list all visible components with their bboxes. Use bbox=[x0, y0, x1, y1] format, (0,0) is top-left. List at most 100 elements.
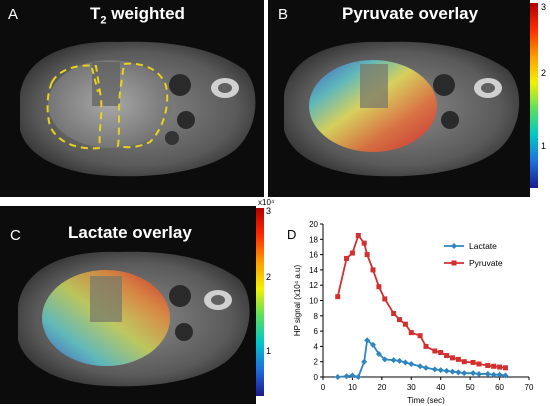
x-tick-label-10: 10 bbox=[348, 383, 357, 392]
x-axis-label: Time (sec) bbox=[407, 396, 445, 404]
lactate-point bbox=[334, 374, 341, 380]
pyruvate-point bbox=[361, 240, 367, 246]
lactate-point bbox=[502, 372, 509, 379]
lactate-point bbox=[475, 370, 482, 377]
y-tick-label-4: 4 bbox=[314, 342, 319, 351]
lactate-point bbox=[349, 372, 356, 379]
pyruvate-point bbox=[344, 255, 350, 261]
lactate-point bbox=[370, 341, 377, 348]
panel-c-lactate-overlay: C Lactate overlay bbox=[0, 206, 256, 404]
lactate-point bbox=[396, 357, 403, 364]
mri-image-lactate bbox=[0, 206, 256, 404]
lactate-point bbox=[390, 357, 397, 364]
panel-letter-c: C bbox=[10, 227, 21, 244]
colorbar-c-tick-3: 3 bbox=[266, 206, 272, 216]
x-tick-label-0: 0 bbox=[321, 383, 326, 392]
pyruvate-point bbox=[432, 348, 438, 354]
pyruvate-point bbox=[349, 250, 355, 256]
panel-b-title: Pyruvate overlay bbox=[342, 4, 479, 23]
colorbar-b bbox=[530, 3, 538, 188]
lactate-point bbox=[355, 374, 362, 380]
lactate-point bbox=[461, 370, 468, 377]
lactate-point bbox=[437, 367, 444, 374]
y-tick-label-18: 18 bbox=[309, 235, 318, 244]
lactate-point bbox=[443, 367, 450, 374]
panel-letter-b: B bbox=[278, 6, 289, 23]
y-tick-label-6: 6 bbox=[314, 327, 319, 336]
y-tick-label-14: 14 bbox=[309, 266, 318, 275]
pyruvate-point bbox=[423, 343, 429, 349]
colorbar-b-tick-3: 3 bbox=[541, 2, 547, 12]
y-tick-label-8: 8 bbox=[314, 312, 319, 321]
pyruvate-point bbox=[402, 321, 408, 327]
lactate-point bbox=[361, 358, 368, 365]
pyruvate-series-line bbox=[336, 233, 506, 369]
pyruvate-point bbox=[455, 356, 461, 362]
panel-a-t2-weighted: A T2 weighted bbox=[0, 0, 264, 197]
pyruvate-point bbox=[364, 252, 370, 258]
panel-a-title-main: T bbox=[90, 4, 101, 23]
lactate-point bbox=[490, 371, 497, 378]
pyruvate-point bbox=[502, 365, 508, 371]
y-tick-label-20: 20 bbox=[309, 220, 318, 229]
lactate-point bbox=[431, 366, 438, 373]
pyruvate-point bbox=[355, 232, 361, 238]
lactate-point bbox=[343, 373, 350, 380]
pyruvate-point bbox=[497, 364, 503, 370]
pyruvate-point bbox=[438, 350, 444, 356]
lactate-point bbox=[449, 368, 456, 375]
lactate-point bbox=[455, 369, 462, 376]
y-tick-label-0: 0 bbox=[314, 373, 319, 382]
pyruvate-point bbox=[376, 284, 382, 290]
mri-image-t2 bbox=[0, 0, 264, 197]
pyruvate-point bbox=[370, 267, 376, 273]
y-tick-label-12: 12 bbox=[309, 281, 318, 290]
legend-lactate-marker bbox=[451, 243, 457, 249]
mri-image-pyruvate bbox=[268, 0, 530, 197]
lactate-point bbox=[364, 337, 371, 344]
panel-a-title-rest: weighted bbox=[106, 4, 185, 23]
pyruvate-point bbox=[382, 296, 388, 302]
panel-letter-d: D bbox=[287, 227, 297, 242]
legend-pyruvate-label: Pyruvate bbox=[469, 258, 503, 268]
lactate-point bbox=[375, 351, 382, 358]
lactate-series-line bbox=[337, 338, 506, 379]
lactate-point bbox=[470, 370, 477, 377]
x-tick-label-60: 60 bbox=[495, 383, 504, 392]
lactate-point bbox=[408, 360, 415, 367]
pyruvate-point bbox=[485, 363, 491, 369]
y-axis-label: HP signal (x10⁴ a.u) bbox=[293, 265, 302, 337]
colorbar-b-tick-2: 2 bbox=[541, 68, 547, 78]
lactate-point bbox=[417, 363, 424, 370]
lactate-point bbox=[402, 359, 409, 366]
legend-pyruvate-marker bbox=[451, 260, 457, 266]
y-tick-label-16: 16 bbox=[309, 251, 318, 260]
lactate-point bbox=[496, 371, 503, 378]
panel-letter-a: A bbox=[8, 6, 19, 23]
x-tick-label-30: 30 bbox=[407, 383, 416, 392]
pyruvate-point bbox=[470, 359, 476, 365]
x-tick-label-20: 20 bbox=[377, 383, 386, 392]
colorbar-c-tick-1: 1 bbox=[266, 346, 272, 356]
lactate-point bbox=[484, 370, 491, 377]
hp-signal-chart: 0 2 4 6 8 10 12 14 16 18 20 0 10 20 30 40 50 60 70 Time (se… bbox=[293, 220, 534, 404]
colorbar-c-tick-2: 2 bbox=[266, 272, 272, 282]
lactate-point bbox=[423, 364, 429, 371]
pyruvate-point bbox=[397, 317, 403, 323]
pyruvate-point bbox=[408, 330, 414, 336]
pyruvate-point bbox=[391, 311, 397, 317]
pyruvate-point bbox=[476, 361, 482, 367]
pyruvate-point bbox=[444, 353, 450, 359]
panel-a-title-subscript: 2 bbox=[100, 14, 107, 27]
panel-c-title: Lactate overlay bbox=[68, 223, 192, 242]
x-tick-label-70: 70 bbox=[525, 383, 534, 392]
x-tick-label-50: 50 bbox=[466, 383, 475, 392]
lactate-point bbox=[381, 356, 388, 363]
colorbar-c-exponent: x10⁴ bbox=[258, 198, 275, 207]
pyruvate-point bbox=[491, 363, 497, 369]
pyruvate-point bbox=[461, 359, 467, 365]
panel-b-pyruvate-overlay: B Pyruvate overlay bbox=[268, 0, 530, 197]
pyruvate-point bbox=[335, 294, 341, 300]
y-tick-label-2: 2 bbox=[314, 358, 319, 367]
y-tick-label-10: 10 bbox=[309, 297, 318, 306]
